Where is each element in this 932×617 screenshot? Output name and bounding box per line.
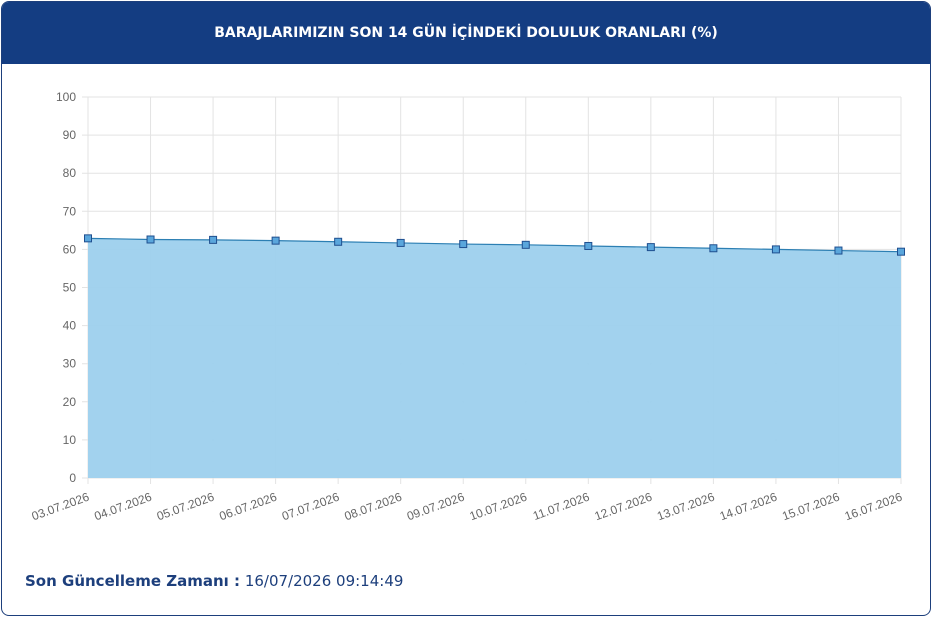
x-tick-label: 06.07.2026	[217, 490, 279, 524]
y-tick-label: 40	[63, 319, 77, 333]
line	[87, 237, 902, 253]
x-tick-label: 16.07.2026	[843, 490, 905, 524]
x-tick-label: 07.07.2026	[280, 490, 342, 524]
x-tick-label: 10.07.2026	[468, 490, 530, 524]
x-tick-label: 12.07.2026	[593, 490, 655, 524]
footer-label: Son Güncelleme Zamanı :	[25, 572, 241, 590]
footer: Son Güncelleme Zamanı : 16/07/2026 09:14…	[25, 572, 403, 590]
x-tick-label: 15.07.2026	[780, 490, 842, 524]
x-tick-label: 14.07.2026	[718, 490, 780, 524]
x-tick-label: 09.07.2026	[405, 490, 467, 524]
x-tick-label: 05.07.2026	[155, 490, 217, 524]
point	[396, 238, 405, 247]
point	[646, 243, 655, 252]
point	[834, 246, 843, 255]
y-tick-label: 0	[69, 471, 76, 485]
point	[334, 237, 343, 246]
x-tick-label: 11.07.2026	[531, 490, 592, 524]
y-tick-label: 100	[56, 90, 76, 104]
point	[584, 241, 593, 250]
point	[146, 235, 155, 244]
x-tick-label: 13.07.2026	[655, 490, 717, 524]
x-tick-label: 03.07.2026	[30, 490, 92, 524]
point	[271, 236, 280, 245]
chart-title: BARAJLARIMIZIN SON 14 GÜN İÇİNDEKİ DOLUL…	[2, 2, 930, 64]
area	[88, 238, 901, 478]
x-tick-label: 08.07.2026	[342, 490, 404, 524]
y-tick-label: 80	[63, 166, 77, 180]
y-tick-label: 20	[63, 395, 77, 409]
point	[459, 240, 468, 249]
point	[521, 240, 530, 249]
y-tick-label: 70	[63, 204, 77, 218]
point	[771, 245, 780, 254]
y-tick-label: 60	[63, 242, 77, 256]
point	[209, 235, 218, 244]
y-tick-label: 10	[63, 433, 77, 447]
y-tick-label: 90	[63, 128, 77, 142]
point	[897, 247, 905, 256]
point	[84, 234, 92, 243]
x-tick-label: 04.07.2026	[92, 490, 154, 524]
y-tick-label: 30	[63, 357, 77, 371]
point	[709, 244, 718, 253]
footer-value: 16/07/2026 09:14:49	[244, 572, 404, 590]
chart: 0 10 20 30 40 50 60 70 80 90 100 03.07.2026 04.07.20…	[30, 90, 905, 524]
y-tick-label: 50	[63, 281, 77, 295]
